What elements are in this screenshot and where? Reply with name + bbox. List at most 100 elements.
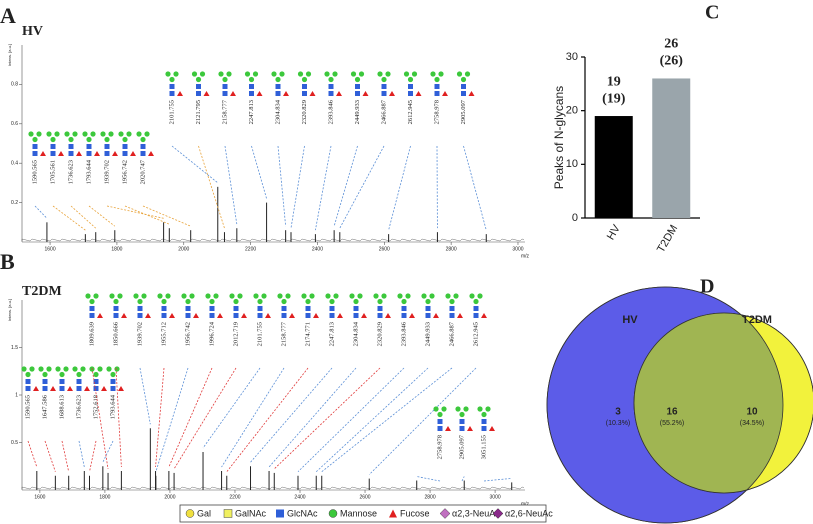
mannose: [381, 293, 387, 299]
mannose: [441, 406, 447, 412]
glcnac: [140, 151, 146, 156]
y-tick-label: 0.5: [11, 440, 18, 446]
fucose: [457, 313, 463, 318]
peak-link: [168, 367, 213, 468]
fucose: [409, 313, 415, 318]
legend-label: GlcNAc: [287, 508, 318, 518]
glcnac: [275, 84, 281, 89]
mannose: [165, 71, 171, 77]
glcnac: [50, 151, 56, 156]
peak-label: 1736.623: [67, 160, 74, 184]
legend-label: Gal: [197, 508, 211, 518]
mannose: [252, 71, 259, 77]
glcnac: [122, 144, 128, 149]
fucose: [309, 91, 316, 96]
y-axis-title: Intens. [a.u.]: [7, 44, 12, 66]
fucose: [67, 386, 73, 391]
x-tick-label: 2400: [294, 494, 305, 500]
fucose: [203, 91, 210, 96]
peak-link: [226, 367, 309, 472]
panel-letter: A: [0, 3, 16, 28]
fucose: [256, 91, 263, 96]
peak-label: 1590.565: [31, 160, 38, 184]
glcnac: [50, 144, 56, 149]
glcnac: [110, 379, 116, 384]
mannose: [477, 406, 483, 412]
glcnac: [104, 151, 110, 156]
glcnac: [481, 426, 487, 431]
glcnac: [381, 84, 387, 89]
mannose: [63, 366, 69, 372]
glcnac: [209, 306, 215, 311]
mannose: [329, 298, 335, 305]
glycan-icon: [403, 71, 422, 96]
panel-letter: C: [705, 2, 719, 24]
mannose: [89, 298, 95, 305]
peak-link: [44, 440, 56, 472]
glcnac: [161, 313, 167, 318]
glycan-icon: [64, 131, 82, 156]
glcnac: [425, 306, 431, 311]
peak-link: [142, 205, 191, 227]
mannose: [133, 293, 139, 299]
glcnac: [329, 313, 335, 318]
mannose: [253, 293, 259, 299]
mannose: [97, 366, 103, 372]
peak-label: 2758.978: [436, 435, 443, 459]
glcnac: [434, 84, 440, 89]
mannose: [285, 293, 291, 299]
x-tick-label: 1800: [99, 494, 110, 500]
peak-label: 1939.702: [103, 160, 110, 184]
glcnac: [353, 306, 359, 311]
glycan-icon: [28, 131, 46, 156]
fucose: [481, 313, 487, 318]
sym-fucose: [389, 509, 397, 518]
mannose: [358, 71, 365, 77]
glycan-icon: [297, 71, 316, 96]
peak-link: [155, 367, 189, 472]
glycan-icon: [477, 406, 495, 431]
mannose: [50, 136, 56, 143]
mannose: [191, 71, 198, 77]
y-tick-label: 0.6: [11, 121, 18, 127]
glycan-icon: [373, 293, 391, 318]
glcnac: [449, 306, 455, 311]
glcnac: [25, 386, 31, 391]
mannose: [109, 293, 115, 299]
mannose: [85, 293, 91, 299]
mannose: [113, 298, 119, 305]
x-tick-label: 2800: [424, 494, 435, 500]
mannose: [42, 371, 48, 378]
x-tick-label: 2600: [379, 246, 390, 252]
peak-label: 2466.887: [380, 99, 387, 124]
fucose: [362, 91, 369, 96]
peak-label: 1809.639: [88, 322, 95, 346]
x-tick-label: 3000: [512, 246, 523, 252]
glycan-icon: [205, 293, 223, 318]
mannose: [411, 71, 418, 77]
glcnac: [437, 426, 443, 431]
fucose: [336, 91, 342, 96]
mannose: [144, 131, 150, 137]
peak-label: 2121.795: [195, 100, 202, 124]
glycan-icon: [455, 406, 473, 431]
glcnac: [59, 379, 65, 384]
region-percent: (10.3%): [606, 420, 631, 427]
glcnac: [89, 306, 95, 311]
legend-label: α2,3-NeuAc: [452, 508, 500, 518]
mannose: [279, 71, 285, 77]
peak-label: 2393.846: [400, 321, 407, 346]
fucose: [76, 151, 82, 156]
glcnac: [32, 144, 38, 149]
glcnac: [449, 313, 455, 318]
mannose: [353, 298, 359, 305]
peak-label: 2449.933: [354, 100, 361, 124]
peak-link: [88, 205, 116, 227]
mannose: [244, 71, 251, 77]
glycan-icon: [157, 293, 175, 318]
peak-link: [250, 367, 333, 463]
fucose: [467, 426, 473, 431]
glcnac: [281, 313, 287, 318]
region-count: 3: [615, 407, 621, 418]
fucose: [97, 313, 103, 318]
